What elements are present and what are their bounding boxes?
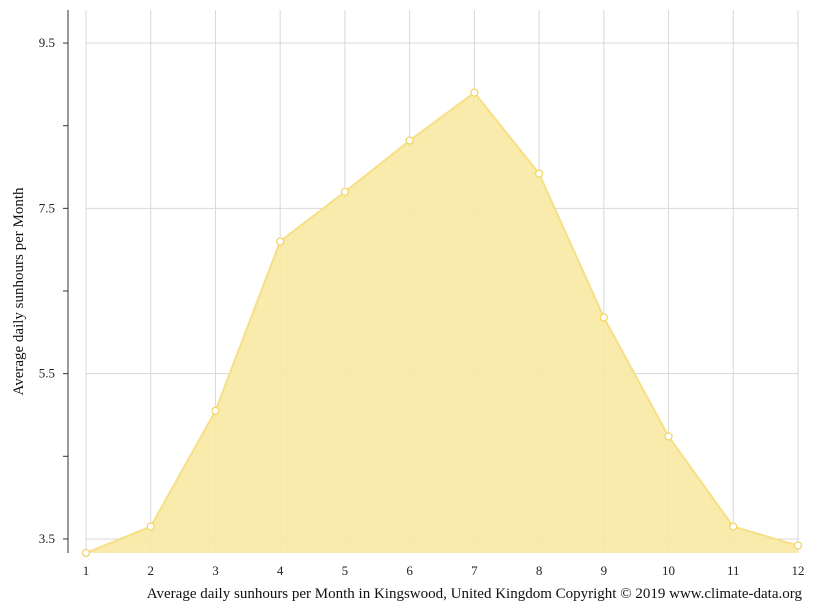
- data-point-1: [81, 548, 91, 558]
- y-axis-title: Average daily sunhours per Month: [11, 187, 27, 396]
- area-fill: [86, 92, 798, 554]
- data-point-12: [793, 541, 803, 550]
- x-tick-label: 5: [342, 563, 349, 578]
- y-tick-label: 9.5: [39, 35, 55, 50]
- tick-labels: 9.57.55.53.51 2 3 4 5 6 7 8 9 10 11 12: [39, 35, 805, 578]
- x-tick-label: 9: [601, 563, 608, 578]
- data-point-11: [729, 522, 738, 531]
- data-point-5: [340, 187, 350, 196]
- x-tick-label: 11: [727, 563, 740, 578]
- data-point-9: [599, 313, 608, 322]
- y-tick-label: 7.5: [39, 200, 55, 215]
- x-tick-label: 8: [536, 563, 543, 578]
- x-tick-label: 7: [471, 563, 478, 578]
- x-tick-label: 3: [212, 563, 219, 578]
- data-point-3: [211, 406, 220, 415]
- data-point-8: [534, 169, 544, 178]
- y-tick-label: 5.5: [39, 366, 55, 381]
- x-tick-label: 6: [406, 563, 413, 578]
- data-point-10: [664, 432, 673, 441]
- data-point-6: [405, 136, 414, 145]
- x-axis-title: Average daily sunhours per Month in King…: [147, 586, 803, 602]
- plot-area: [85, 91, 799, 554]
- x-tick-label: 2: [147, 563, 154, 578]
- data-point-7: [470, 88, 479, 97]
- data-markers: [81, 88, 803, 558]
- y-tick-label: 3.5: [39, 531, 55, 546]
- series-line: [85, 91, 799, 554]
- x-tick-label: 4: [277, 563, 284, 578]
- x-tick-label: 12: [792, 563, 805, 578]
- data-point-4: [276, 237, 285, 246]
- data-point-2: [146, 522, 155, 531]
- x-tick-label: 1: [83, 563, 90, 578]
- axes: [63, 10, 69, 553]
- x-tick-label: 10: [662, 563, 675, 578]
